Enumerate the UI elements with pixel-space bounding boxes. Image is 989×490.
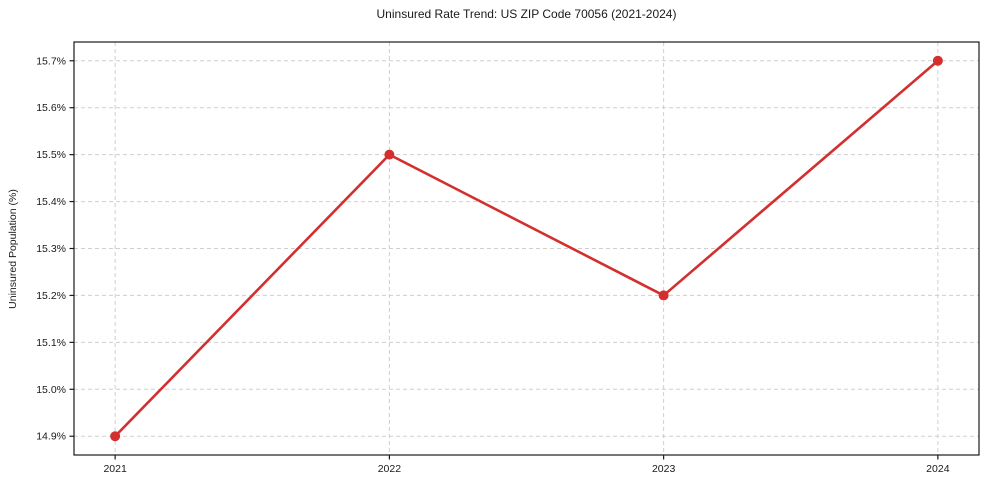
y-tick-label: 14.9%	[36, 431, 66, 443]
x-tick-label: 2024	[926, 463, 950, 475]
x-tick-label: 2021	[103, 463, 127, 475]
y-tick-label: 15.4%	[36, 196, 66, 208]
chart-title: Uninsured Rate Trend: US ZIP Code 70056 …	[376, 7, 677, 21]
y-axis-label: Uninsured Population (%)	[7, 189, 19, 309]
y-tick-label: 15.2%	[36, 290, 66, 302]
data-point-marker	[932, 55, 943, 66]
y-tick-label: 15.6%	[36, 102, 66, 114]
trend-line	[113, 59, 940, 438]
y-tick-label: 15.3%	[36, 243, 66, 255]
x-tick-label: 2023	[652, 463, 676, 475]
data-point-marker	[110, 431, 121, 442]
data-point-marker	[658, 290, 669, 301]
x-tick-label: 2022	[378, 463, 402, 475]
y-tick-label: 15.5%	[36, 149, 66, 161]
y-tick-label: 15.7%	[36, 55, 66, 67]
y-tick-label: 15.0%	[36, 384, 66, 396]
data-point-marker	[384, 149, 395, 160]
y-tick-label: 15.1%	[36, 337, 66, 349]
